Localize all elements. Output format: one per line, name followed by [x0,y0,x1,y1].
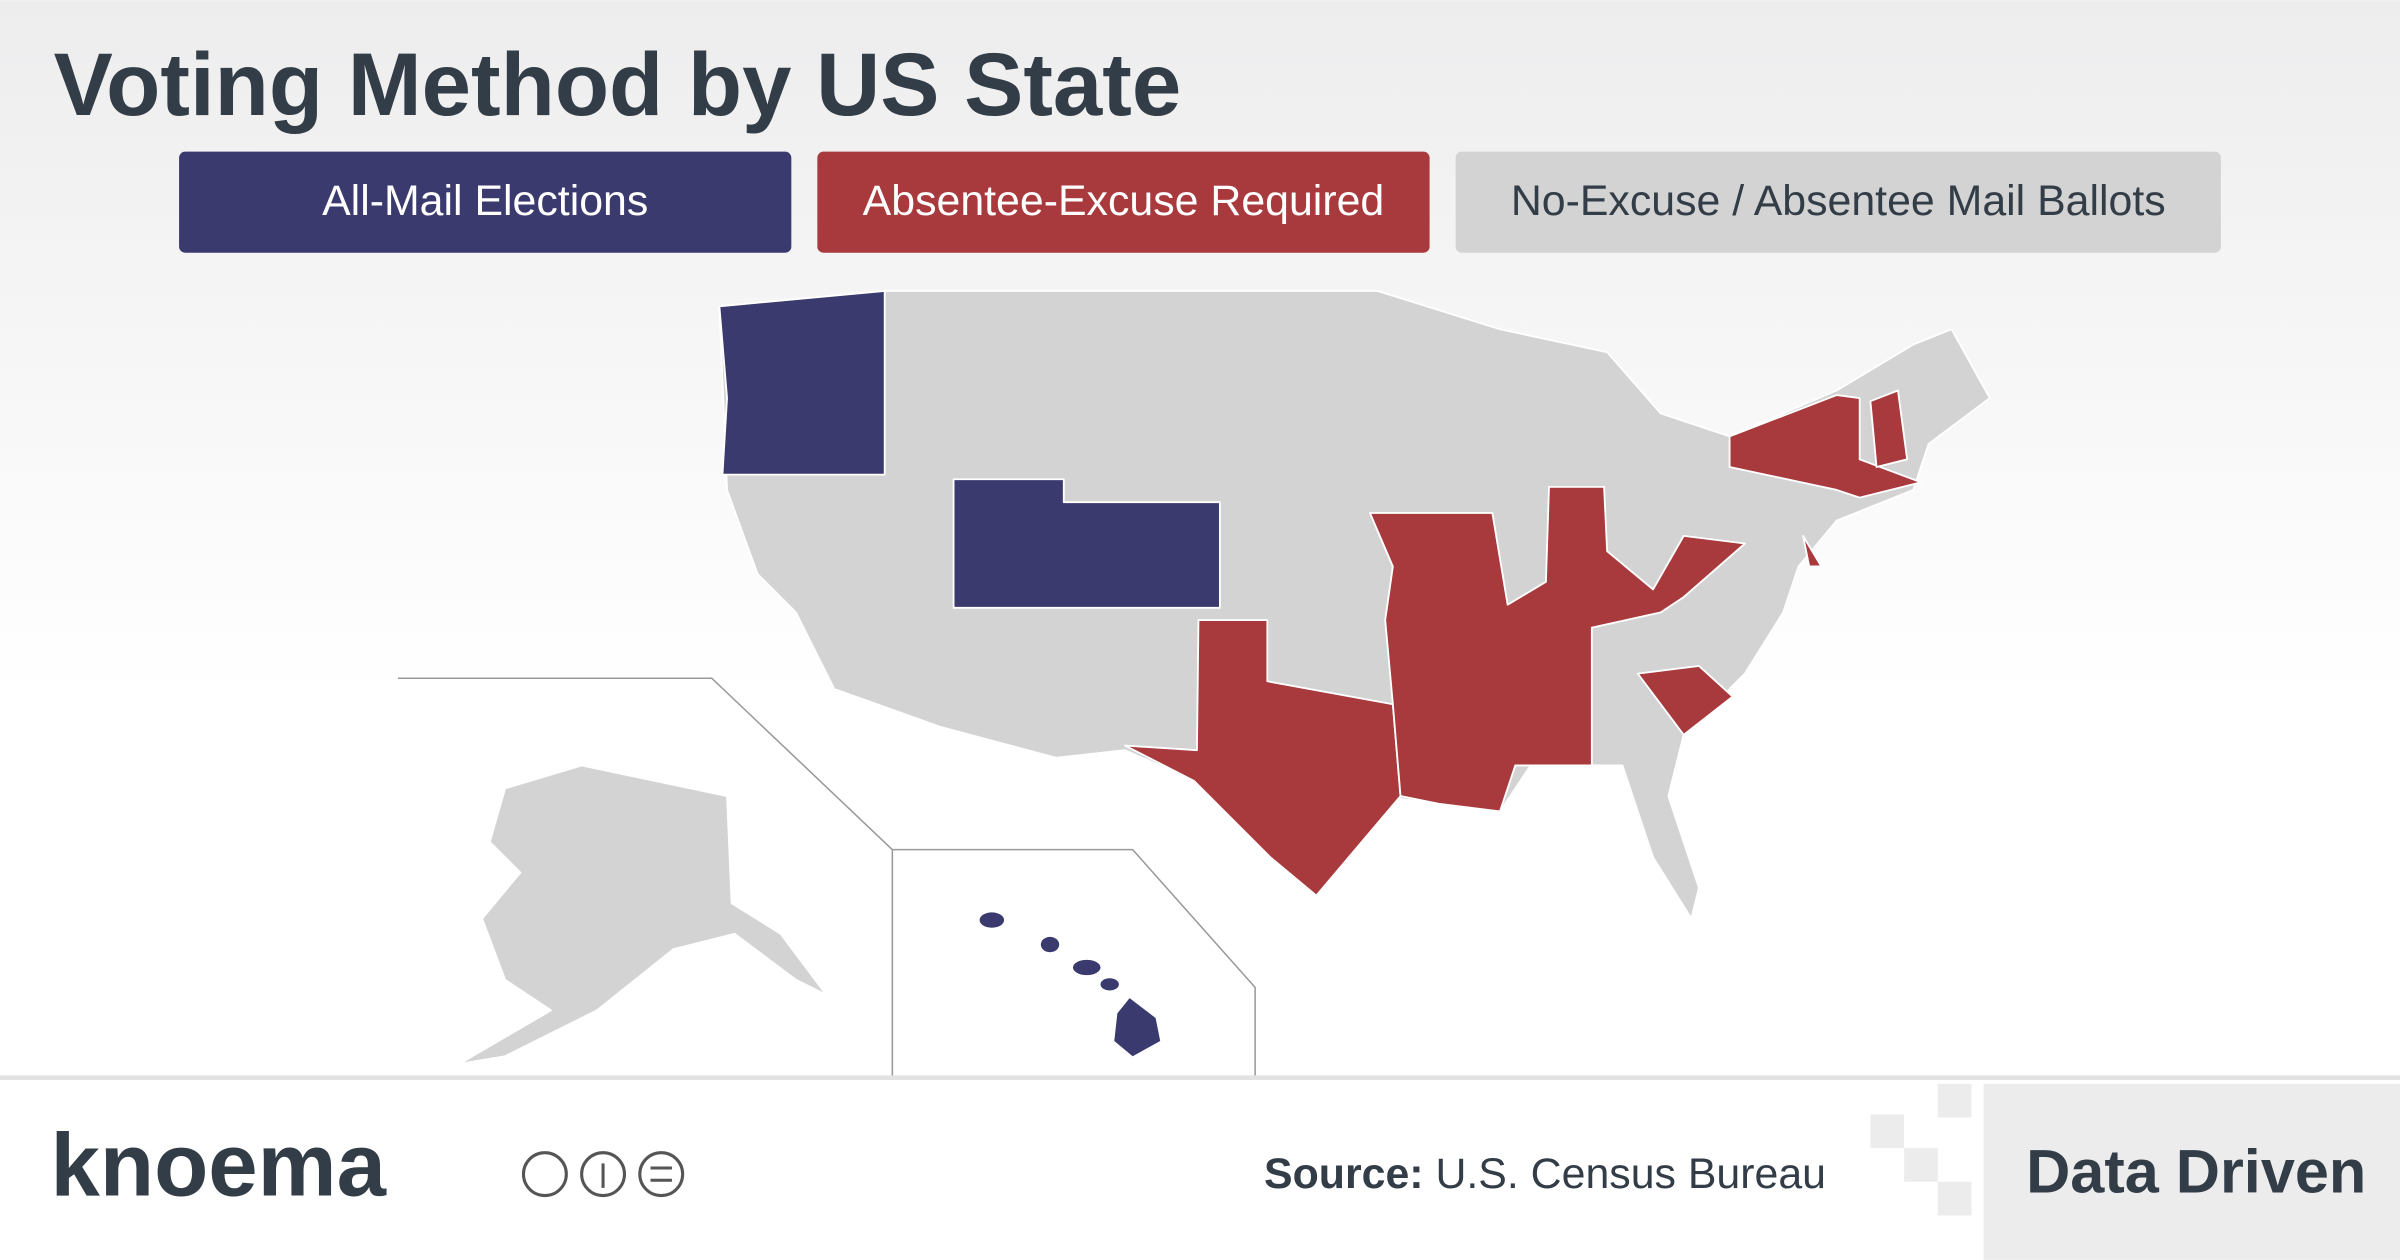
legend-label: No-Excuse / Absentee Mail Ballots [1511,177,2166,225]
license-icons [521,1151,685,1198]
inset-border [892,848,1256,1077]
island [1114,998,1161,1057]
state-region [1636,665,1734,736]
island [1100,978,1119,991]
island [1040,936,1060,953]
source-text: U.S. Census Bureau [1435,1150,1826,1198]
state-region [718,290,886,476]
state-region [952,478,1221,609]
source-label: Source: [1264,1150,1424,1198]
island [1072,959,1101,976]
state-region [1368,485,1746,813]
state-region [1728,394,1922,499]
map [397,290,1991,1077]
legend-box [179,151,792,253]
source: Source: U.S. Census Bureau [1264,1150,1826,1198]
state-region [1869,389,1909,468]
hawaii [979,912,1161,1057]
legend: All-Mail Elections Absentee-Excuse Requi… [179,151,2221,253]
legend-label: Absentee-Excuse Required [863,177,1385,225]
footer: knoema Source: U.S. Census Bureau Data D… [0,1075,2400,1260]
brand: knoema [51,1116,387,1215]
inset-border [397,677,894,1077]
legend-box [1455,151,2221,253]
title: Voting Method by US State [54,35,1182,134]
checker-decoration [1870,1083,2400,1260]
alaska [458,764,828,1065]
legend-label: All-Mail Elections [322,177,648,225]
legend-box [817,151,1430,253]
island [979,912,1005,928]
state-region [1802,534,1823,568]
state-region [1124,619,1402,897]
tagline: Data Driven [2026,1138,2366,1206]
